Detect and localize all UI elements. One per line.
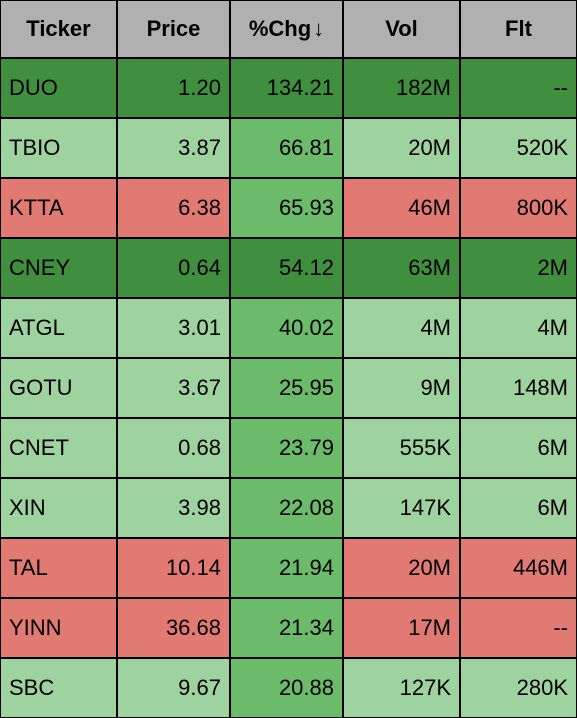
table-row[interactable]: ATGL3.0140.024M4M	[0, 298, 577, 358]
table-row[interactable]: DUO1.20134.21182M--	[0, 58, 577, 118]
value-cell: 9M	[343, 358, 460, 418]
ticker-cell: ATGL	[0, 298, 117, 358]
table-row[interactable]: SBC9.6720.88127K280K	[0, 658, 577, 718]
value-cell: 1.20	[117, 58, 230, 118]
value-cell: 446M	[460, 538, 577, 598]
header-label: Flt	[505, 16, 532, 42]
value-cell: 134.21	[230, 58, 343, 118]
value-cell: 20.88	[230, 658, 343, 718]
value-cell: 0.68	[117, 418, 230, 478]
header-ticker[interactable]: Ticker	[0, 0, 117, 58]
table-row[interactable]: YINN36.6821.3417M--	[0, 598, 577, 658]
value-cell: 25.95	[230, 358, 343, 418]
header-label: %Chg	[249, 16, 311, 42]
value-cell: 10.14	[117, 538, 230, 598]
table-row[interactable]: CNEY0.6454.1263M2M	[0, 238, 577, 298]
value-cell: 520K	[460, 118, 577, 178]
value-cell: --	[460, 58, 577, 118]
value-cell: 4M	[343, 298, 460, 358]
value-cell: 3.87	[117, 118, 230, 178]
value-cell: 22.08	[230, 478, 343, 538]
value-cell: 3.01	[117, 298, 230, 358]
value-cell: 555K	[343, 418, 460, 478]
value-cell: 182M	[343, 58, 460, 118]
value-cell: 280K	[460, 658, 577, 718]
ticker-cell: CNEY	[0, 238, 117, 298]
value-cell: 46M	[343, 178, 460, 238]
value-cell: 800K	[460, 178, 577, 238]
value-cell: 6M	[460, 478, 577, 538]
value-cell: 21.34	[230, 598, 343, 658]
table-row[interactable]: TBIO3.8766.8120M520K	[0, 118, 577, 178]
ticker-cell: KTTA	[0, 178, 117, 238]
ticker-cell: TAL	[0, 538, 117, 598]
table-header-row: Ticker Price %Chg ↓ Vol Flt	[0, 0, 577, 58]
value-cell: 20M	[343, 118, 460, 178]
value-cell: 4M	[460, 298, 577, 358]
ticker-cell: CNET	[0, 418, 117, 478]
table-row[interactable]: XIN3.9822.08147K6M	[0, 478, 577, 538]
value-cell: 9.67	[117, 658, 230, 718]
table-row[interactable]: CNET0.6823.79555K6M	[0, 418, 577, 478]
value-cell: 148M	[460, 358, 577, 418]
value-cell: 20M	[343, 538, 460, 598]
value-cell: 66.81	[230, 118, 343, 178]
table-row[interactable]: GOTU3.6725.959M148M	[0, 358, 577, 418]
header-label: Ticker	[26, 16, 90, 42]
header-flt[interactable]: Flt	[460, 0, 577, 58]
value-cell: 23.79	[230, 418, 343, 478]
sort-arrow-icon: ↓	[313, 16, 324, 42]
header-vol[interactable]: Vol	[343, 0, 460, 58]
value-cell: 36.68	[117, 598, 230, 658]
ticker-cell: GOTU	[0, 358, 117, 418]
value-cell: 21.94	[230, 538, 343, 598]
value-cell: 6.38	[117, 178, 230, 238]
value-cell: 3.67	[117, 358, 230, 418]
value-cell: 17M	[343, 598, 460, 658]
ticker-cell: YINN	[0, 598, 117, 658]
table-row[interactable]: TAL10.1421.9420M446M	[0, 538, 577, 598]
value-cell: 40.02	[230, 298, 343, 358]
value-cell: 3.98	[117, 478, 230, 538]
header-pct-chg[interactable]: %Chg ↓	[230, 0, 343, 58]
value-cell: 127K	[343, 658, 460, 718]
header-label: Price	[147, 16, 201, 42]
ticker-cell: SBC	[0, 658, 117, 718]
table-row[interactable]: KTTA6.3865.9346M800K	[0, 178, 577, 238]
stock-table: Ticker Price %Chg ↓ Vol Flt DUO1.20134.2…	[0, 0, 577, 718]
ticker-cell: DUO	[0, 58, 117, 118]
value-cell: 65.93	[230, 178, 343, 238]
value-cell: 54.12	[230, 238, 343, 298]
table-body: DUO1.20134.21182M--TBIO3.8766.8120M520KK…	[0, 58, 577, 718]
value-cell: 0.64	[117, 238, 230, 298]
ticker-cell: XIN	[0, 478, 117, 538]
header-price[interactable]: Price	[117, 0, 230, 58]
ticker-cell: TBIO	[0, 118, 117, 178]
header-label: Vol	[385, 16, 418, 42]
value-cell: 63M	[343, 238, 460, 298]
value-cell: 2M	[460, 238, 577, 298]
value-cell: 6M	[460, 418, 577, 478]
value-cell: --	[460, 598, 577, 658]
value-cell: 147K	[343, 478, 460, 538]
